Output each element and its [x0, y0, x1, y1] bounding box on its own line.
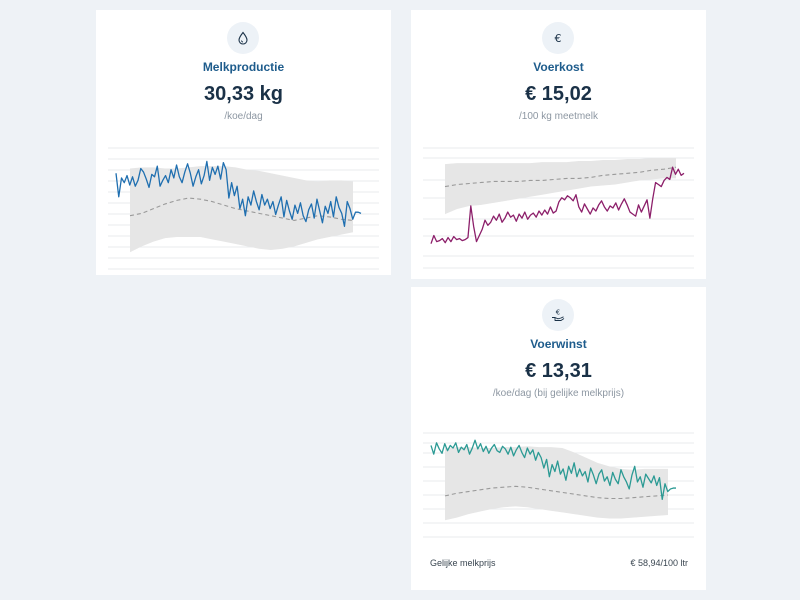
euro-icon: € — [542, 22, 574, 54]
card-title: Voerkost — [533, 60, 584, 74]
reference-band — [445, 446, 668, 521]
feed-cost-card[interactable]: € Voerkost € 15,02 /100 kg meetmelk — [411, 10, 706, 279]
series-line — [115, 160, 362, 227]
feed-cost-chart — [423, 147, 694, 269]
milk-price-label: Gelijke melkprijs — [430, 558, 496, 568]
reference-band — [130, 166, 353, 253]
card-value: 30,33 kg — [204, 83, 283, 105]
milk-production-card[interactable]: Melkproductie 30,33 kg /koe/dag — [96, 10, 391, 275]
median-line — [444, 166, 677, 188]
card-title: Voerwinst — [530, 337, 587, 351]
feed-profit-card[interactable]: € Voerwinst € 13,31 /koe/dag (bij gelijk… — [411, 287, 706, 590]
hand-coin-icon: € — [542, 299, 574, 331]
series-line — [430, 439, 676, 501]
median-line — [129, 197, 354, 222]
reference-band — [445, 158, 676, 215]
svg-text:€: € — [555, 32, 562, 45]
card-unit: /koe/dag (bij gelijke melkprijs) — [492, 388, 625, 399]
svg-text:€: € — [556, 309, 560, 317]
card-unit: /100 kg meetmelk — [519, 111, 598, 122]
milk-price-value: € 58,94/100 ltr — [630, 558, 688, 568]
card-title: Melkproductie — [202, 60, 285, 74]
card-unit: /koe/dag — [224, 111, 263, 122]
milk-production-chart — [108, 147, 379, 270]
series-line — [430, 166, 685, 244]
card-value: € 13,31 — [525, 360, 592, 382]
card-value: € 15,02 — [525, 83, 592, 105]
feed-profit-chart — [423, 432, 694, 538]
median-line — [444, 485, 669, 500]
drop-icon — [227, 22, 259, 54]
